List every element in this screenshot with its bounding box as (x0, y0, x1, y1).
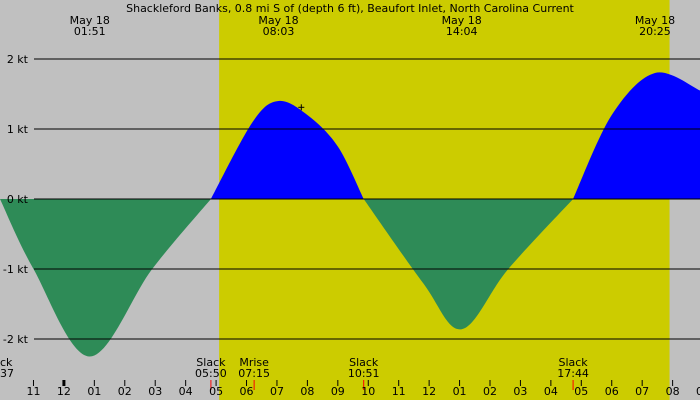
hour-label: 07 (270, 385, 284, 398)
hour-label: 05 (209, 385, 223, 398)
event-name-label: Slack (196, 356, 226, 369)
peak-date-label: May 18 (70, 14, 110, 27)
hour-label: 09 (696, 385, 700, 398)
hour-label: 01 (87, 385, 101, 398)
hour-label: 03 (148, 385, 162, 398)
peak-time-label: 20:25 (639, 25, 671, 38)
hour-label: 04 (179, 385, 193, 398)
peak-date-label: May 18 (442, 14, 482, 27)
peak-date-label: May 18 (635, 14, 675, 27)
event-time-label: 17:44 (557, 367, 589, 380)
y-tick-label: 2 kt (7, 53, 29, 66)
y-axis-labels: 2 kt 1 kt 0 kt -1 kt -2 kt (3, 53, 29, 346)
hour-label: 03 (513, 385, 527, 398)
hour-label: 08 (300, 385, 314, 398)
event-time-label: 37 (0, 367, 14, 380)
hour-label: 02 (483, 385, 497, 398)
peak-date-label: May 18 (258, 14, 298, 27)
curve-annotations (298, 104, 305, 111)
event-name-label: ck (0, 356, 13, 369)
hour-label: 07 (635, 385, 649, 398)
hour-label: 08 (666, 385, 680, 398)
hour-label: 06 (240, 385, 254, 398)
hour-label: 04 (544, 385, 558, 398)
hour-label: 11 (392, 385, 406, 398)
hour-label: 10 (361, 385, 375, 398)
hour-label: 11 (26, 385, 40, 398)
event-name-label: Slack (349, 356, 379, 369)
event-name-label: Mrise (239, 356, 269, 369)
flood-area-3 (573, 72, 700, 199)
hour-label: 01 (453, 385, 467, 398)
y-tick-label: -1 kt (3, 263, 29, 276)
y-tick-label: -2 kt (3, 333, 29, 346)
hour-label: 12 (57, 385, 71, 398)
event-time-label: 07:15 (238, 367, 270, 380)
event-time-label: 10:51 (348, 367, 380, 380)
peak-time-label: 08:03 (263, 25, 295, 38)
hour-label: 06 (605, 385, 619, 398)
hour-label: 12 (422, 385, 436, 398)
ebb-area-0 (0, 199, 211, 357)
peak-time-label: 14:04 (446, 25, 478, 38)
y-tick-label: 0 kt (7, 193, 29, 206)
current-areas (0, 72, 700, 357)
flood-area-1 (210, 100, 364, 199)
y-tick-label: 1 kt (7, 123, 29, 136)
hour-axis: 11 12 01 02 03 04 05 06 07 08 09 10 11 12 01 02 03 04 05 06… (26, 380, 700, 398)
hour-label: 09 (331, 385, 345, 398)
event-time-label: 05:50 (195, 367, 227, 380)
event-name-label: Slack (558, 356, 588, 369)
ebb-area-2 (363, 199, 574, 330)
hour-label: 05 (574, 385, 588, 398)
hour-label: 02 (118, 385, 132, 398)
chart-title: Shackleford Banks, 0.8 mi S of (depth 6 … (126, 2, 574, 15)
event-labels: Slack05:50Mrise07:15Slack10:51Slack17:44… (0, 356, 589, 390)
peak-time-label: 01:51 (74, 25, 106, 38)
gridlines (34, 58, 700, 340)
